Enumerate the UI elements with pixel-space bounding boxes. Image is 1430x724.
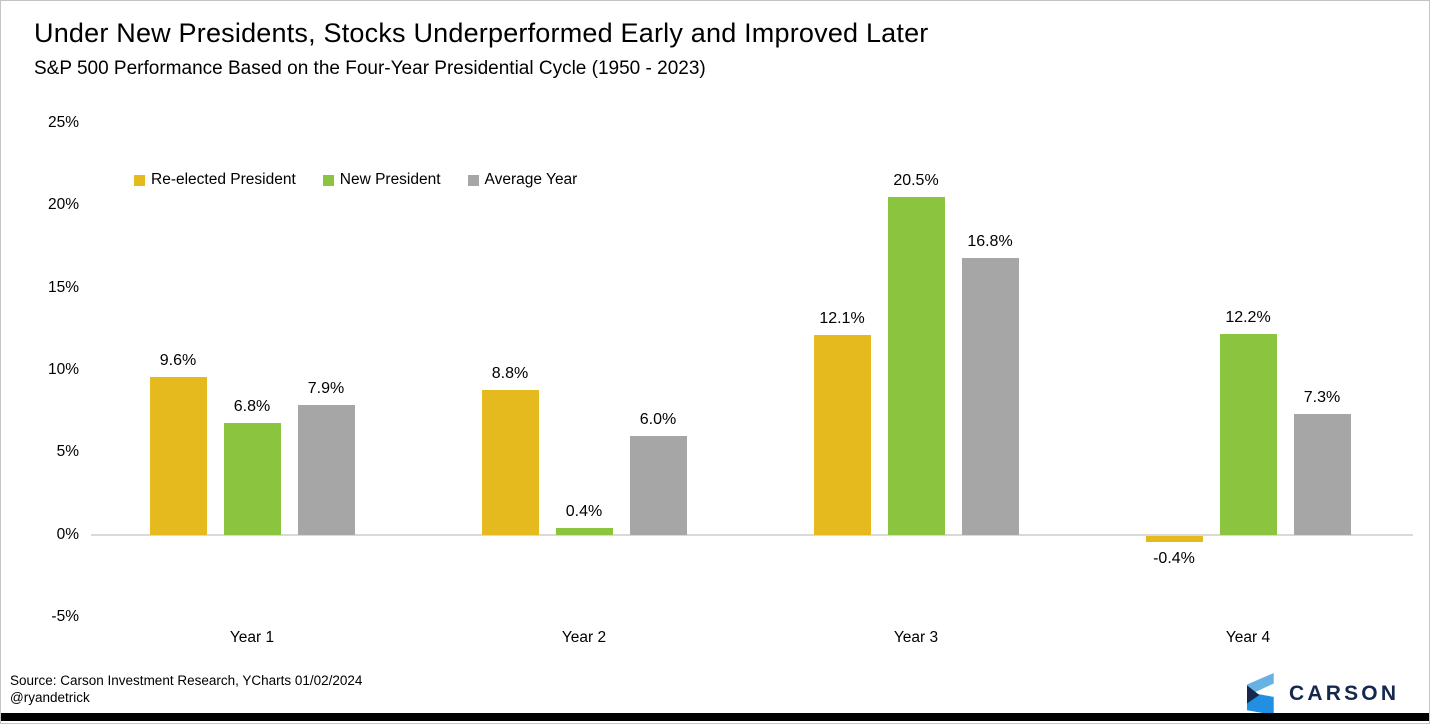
legend-item: New President [322, 171, 441, 189]
bar-value-label: 12.1% [819, 310, 865, 328]
bar [481, 389, 539, 535]
bar-value-label: 12.2% [1225, 308, 1271, 326]
bar [297, 404, 355, 535]
x-category-label: Year 3 [893, 629, 939, 646]
bar [1219, 333, 1277, 535]
bar [555, 528, 613, 535]
legend-item: Average Year [467, 171, 578, 189]
bar-value-label: 7.3% [1303, 389, 1341, 407]
chart-title: Under New Presidents, Stocks Underperfor… [34, 18, 929, 48]
legend-swatch [134, 174, 145, 186]
legend-swatch [322, 174, 334, 186]
bar [629, 435, 687, 535]
y-tick-label: 10% [47, 361, 79, 378]
x-category-label: Year 1 [229, 629, 275, 646]
chart-subtitle: S&P 500 Performance Based on the Four-Ye… [34, 58, 706, 79]
carson-logo-text: CARSON [1289, 682, 1400, 705]
legend-swatch [467, 174, 479, 186]
y-tick-label: 15% [47, 278, 79, 296]
bar-value-label: 7.9% [307, 379, 345, 397]
y-tick-label: 20% [47, 196, 79, 214]
zero-line [91, 533, 1413, 536]
author-handle: @ryandetrick [10, 690, 90, 705]
carson-chevron-icon [1247, 673, 1274, 715]
legend-label: Re-elected President [151, 171, 296, 188]
bar [149, 376, 207, 535]
bottom-black-bar [1, 713, 1429, 721]
bar [813, 335, 871, 535]
bar-value-label: 6.0% [639, 410, 677, 428]
bar-value-label: -0.4% [1153, 550, 1195, 568]
y-tick-label: 5% [56, 443, 79, 461]
x-category-label: Year 2 [561, 629, 607, 646]
bar [887, 197, 945, 535]
legend-label: Average Year [484, 171, 578, 188]
y-tick-label: 0% [56, 525, 79, 543]
bar-value-label: 16.8% [967, 233, 1013, 251]
legend-label: New President [339, 171, 441, 188]
chart-legend: Re-elected President New President Average… [134, 171, 577, 189]
bar-value-label: 9.6% [159, 351, 197, 369]
bar [961, 258, 1019, 535]
bar-value-label: 0.4% [565, 503, 603, 521]
legend-item: Re-elected President [134, 171, 296, 189]
x-category-label: Year 4 [1225, 629, 1271, 646]
bar [223, 422, 281, 535]
y-tick-label: -5% [51, 608, 79, 625]
source-block: Source: Carson Investment Research, YCha… [10, 672, 362, 706]
source-text: Source: Carson Investment Research, YCha… [10, 673, 363, 688]
bar-value-label: 8.8% [491, 364, 529, 382]
bar [1293, 414, 1351, 535]
y-tick-label: 25% [47, 114, 79, 131]
carson-logo: CARSON [1241, 673, 1399, 715]
bar-value-label: 6.8% [233, 397, 271, 415]
bar [1145, 535, 1203, 543]
bar-value-label: 20.5% [893, 172, 939, 190]
